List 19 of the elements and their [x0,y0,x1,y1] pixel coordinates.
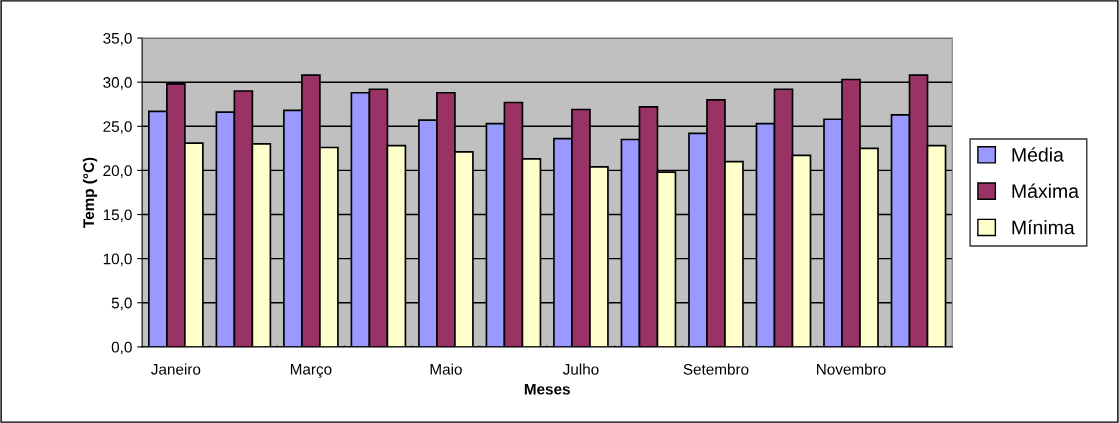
y-axis-title: Temp (°C) [82,157,98,228]
legend-label: Mínima [1012,219,1075,235]
legend-label: Máxima [1012,183,1079,199]
y-tick-label: 5,0 [111,297,132,311]
x-tick-label: Julho [562,363,599,375]
y-tick-label: 30,0 [103,77,132,90]
x-tick-label: Março [290,364,332,378]
x-tick-label: Novembro [817,363,886,375]
x-tick-label: Setembro [683,363,749,375]
x-tick-label: Maio [430,363,462,375]
y-tick-label: 10,0 [103,253,132,267]
x-axis-title: Meses [524,383,570,395]
y-tick-label: 25,0 [103,121,132,134]
y-tick-label: 15,0 [103,209,132,223]
y-tick-label: 0,0 [111,341,132,355]
legend-label: Média [1012,147,1064,162]
x-tick-label: Janeiro [151,363,201,375]
y-tick-label: 20,0 [103,165,132,178]
y-tick-label: 35,0 [103,32,132,46]
